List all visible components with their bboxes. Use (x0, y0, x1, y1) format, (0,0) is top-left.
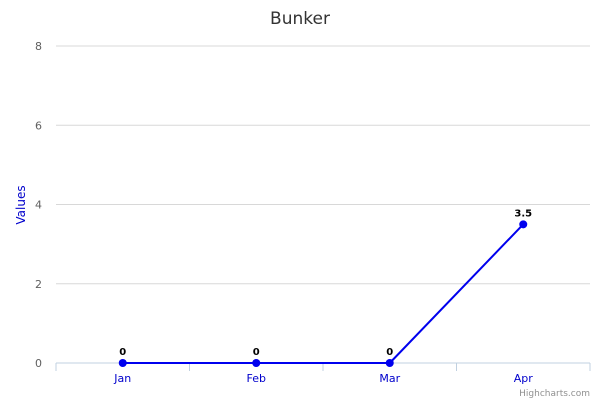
data-label: 0 (119, 347, 126, 358)
series-line (122, 223, 524, 364)
x-tick-label: Feb (247, 372, 266, 385)
y-tick-label: 0 (35, 357, 42, 370)
data-label: 0 (386, 347, 393, 358)
y-axis-ticks: 0 2 4 6 8 (35, 40, 42, 370)
credit-link[interactable]: Highcharts.com (519, 389, 590, 399)
data-labels: 0 0 0 3.5 (119, 208, 532, 358)
x-tick-label: Apr (514, 372, 534, 385)
y-tick-label: 4 (35, 199, 42, 212)
data-point[interactable] (519, 220, 528, 229)
data-point[interactable] (118, 359, 127, 367)
x-tick-label: Mar (379, 372, 400, 385)
x-axis: Jan Feb Mar Apr (55, 362, 591, 385)
data-point[interactable] (252, 359, 261, 367)
chart-title: Bunker (270, 9, 330, 29)
y-tick-label: 2 (35, 278, 42, 291)
grid-lines (56, 45, 590, 364)
series-layer (118, 220, 528, 367)
data-label: 0 (253, 347, 260, 358)
data-label: 3.5 (514, 208, 532, 219)
y-tick-label: 6 (35, 119, 42, 132)
y-axis-label: Values (14, 185, 28, 224)
x-tick-label: Jan (113, 372, 131, 385)
y-tick-label: 8 (35, 40, 42, 53)
data-point[interactable] (385, 359, 394, 367)
